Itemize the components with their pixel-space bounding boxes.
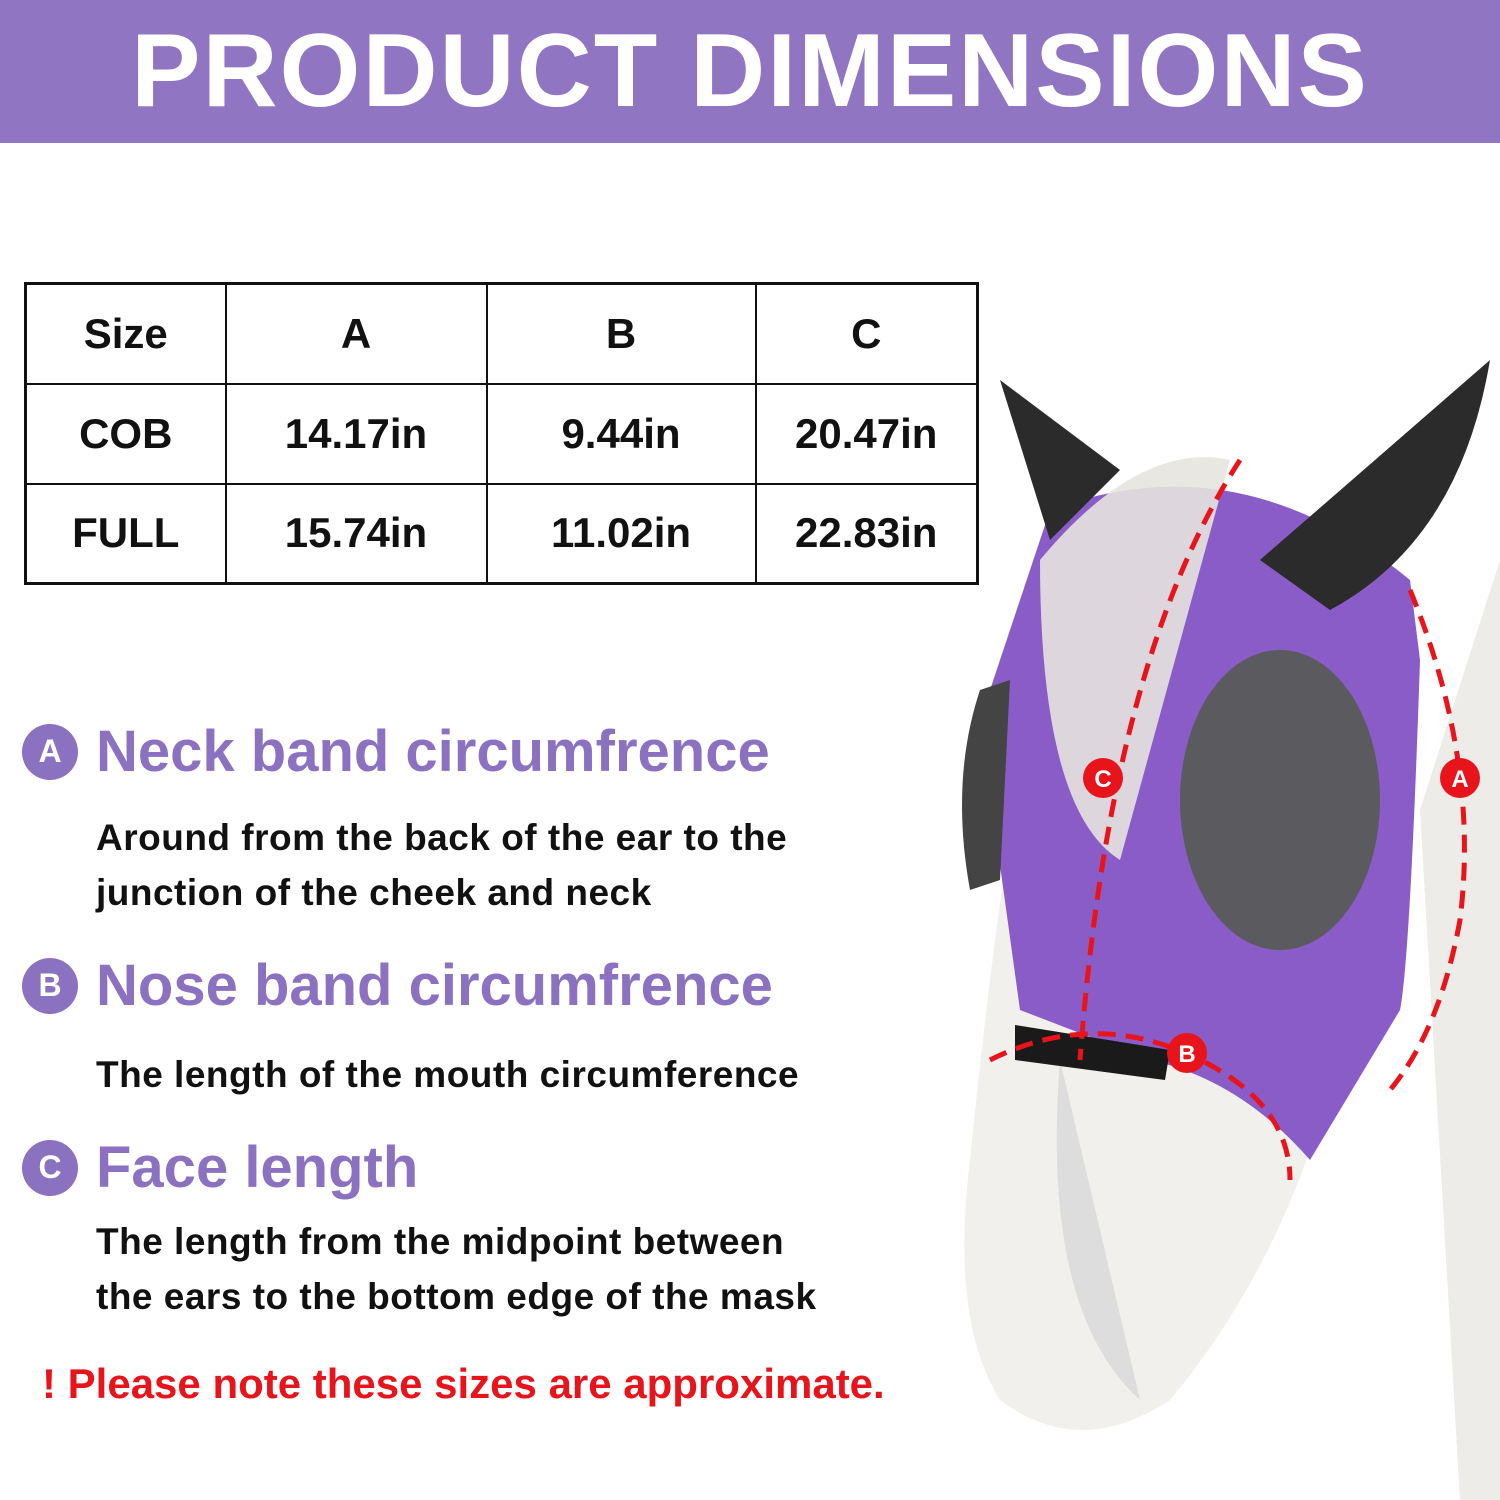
marker-a-label: A	[1451, 766, 1468, 793]
table-cell: 11.02in	[485, 482, 757, 585]
section-title: Face length	[96, 1135, 419, 1200]
table-cell: 9.44in	[485, 382, 757, 485]
section-a-description: Around from the back of the ear to the ju…	[96, 810, 787, 920]
table-cell: 15.74in	[224, 482, 488, 585]
section-title: Nose band circumfrence	[96, 953, 773, 1018]
desc-line: The length from the midpoint between	[96, 1221, 785, 1262]
table-row: COB 14.17in 9.44in 20.47in	[24, 382, 979, 485]
header-banner: PRODUCT DIMENSIONS	[0, 0, 1500, 143]
section-title: Neck band circumfrence	[96, 719, 770, 784]
table-header: Size	[24, 282, 227, 385]
marker-c-label: C	[1094, 766, 1111, 793]
table-row: FULL 15.74in 11.02in 22.83in	[24, 482, 979, 585]
section-b-heading: B Nose band circumfrence	[22, 952, 773, 1019]
desc-line: Around from the back of the ear to the	[96, 817, 788, 858]
approximate-size-note: ! Please note these sizes are approximat…	[42, 1360, 885, 1407]
table-cell: FULL	[24, 482, 227, 585]
table-header: B	[485, 282, 757, 385]
badge-c: C	[22, 1139, 78, 1196]
section-a-heading: A Neck band circumfrence	[22, 718, 770, 785]
table-cell: 20.47in	[754, 382, 979, 485]
table-header: C	[754, 282, 979, 385]
table-cell: COB	[24, 382, 227, 485]
section-b-description: The length of the mouth circumference	[96, 1047, 799, 1102]
section-c-description: The length from the midpoint between the …	[96, 1214, 817, 1324]
horse-mask-image: C A B	[962, 360, 1500, 1500]
table-header-row: Size A B C	[24, 282, 979, 385]
badge-b: B	[22, 957, 78, 1014]
section-c-heading: C Face length	[22, 1134, 418, 1201]
desc-line: The length of the mouth circumference	[96, 1054, 800, 1095]
table-cell: 22.83in	[754, 482, 979, 585]
size-table: Size A B C COB 14.17in 9.44in 20.47in FULL 1…	[24, 282, 979, 585]
marker-b-label: B	[1178, 1041, 1195, 1068]
table-header: A	[224, 282, 488, 385]
page-title: PRODUCT DIMENSIONS	[131, 13, 1369, 129]
measurement-markers	[1083, 758, 1480, 1073]
desc-line: the ears to the bottom edge of the mask	[96, 1276, 817, 1317]
desc-line: junction of the cheek and neck	[96, 872, 652, 913]
table-cell: 14.17in	[224, 382, 488, 485]
badge-a: A	[22, 723, 78, 780]
